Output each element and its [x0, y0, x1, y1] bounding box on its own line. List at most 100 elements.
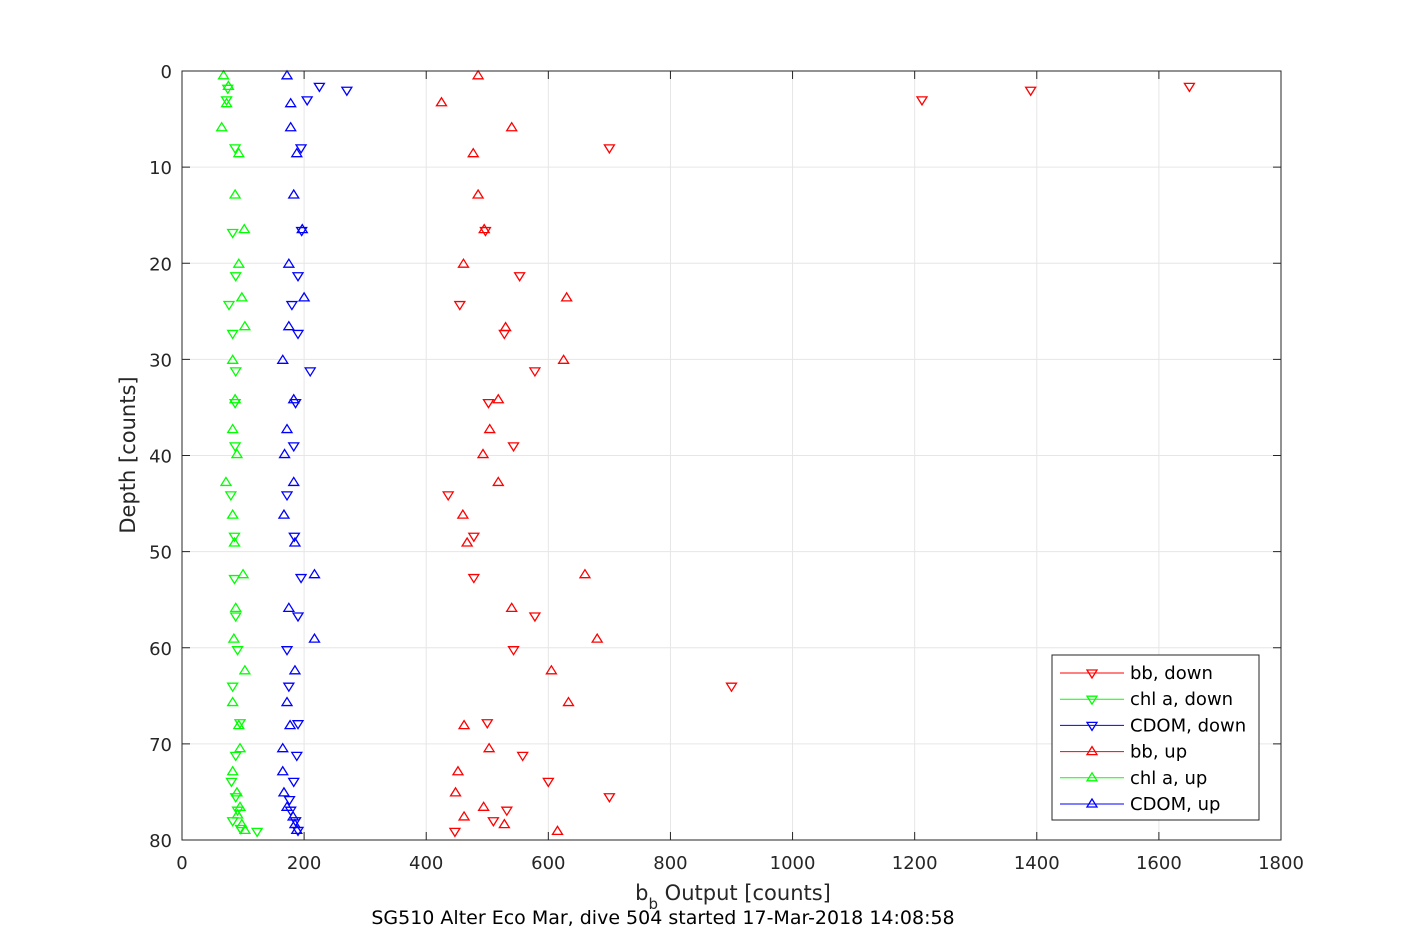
data-point: [492, 476, 505, 487]
legend-label: chl a, up: [1130, 768, 1207, 789]
data-point: [228, 398, 242, 409]
data-point: [288, 664, 302, 675]
chart-caption: SG510 Alter Eco Mar, dive 504 started 17…: [371, 907, 954, 929]
data-point: [296, 223, 309, 234]
data-point: [449, 786, 462, 797]
x-tick-label: 600: [531, 853, 565, 874]
data-point: [234, 824, 247, 835]
x-axis-label-subscript: b: [648, 895, 658, 913]
x-axis-label-main: b: [635, 881, 648, 905]
data-point: [294, 573, 308, 584]
data-point: [277, 508, 291, 519]
data-point: [482, 398, 495, 409]
data-point: [282, 257, 296, 268]
data-point: [291, 272, 305, 282]
data-point: [215, 121, 228, 132]
data-point: [238, 320, 252, 331]
x-axis-label: bb Output [counts]: [635, 881, 831, 913]
data-point: [280, 69, 294, 80]
data-point: [229, 367, 242, 378]
data-point: [287, 393, 300, 404]
data-point: [507, 646, 520, 656]
x-tick-label: 0: [176, 853, 187, 874]
data-point: [277, 786, 291, 797]
data-point: [231, 808, 244, 819]
series-bb-up: [435, 69, 604, 835]
data-point: [300, 96, 314, 107]
x-tick-label: 1200: [892, 853, 938, 874]
data-point: [229, 272, 242, 282]
data-point: [229, 793, 242, 803]
data-point: [278, 448, 291, 459]
legend-marker: [1085, 797, 1099, 808]
data-point: [283, 719, 297, 730]
data-point: [498, 818, 511, 829]
data-point: [217, 69, 230, 80]
data-point: [226, 329, 239, 340]
data-point: [229, 602, 242, 612]
data-point: [224, 491, 238, 502]
data-point: [478, 223, 491, 234]
data-point: [230, 448, 244, 459]
data-point: [226, 765, 239, 776]
data-point: [283, 795, 296, 806]
data-point: [232, 257, 245, 268]
data-point: [282, 682, 296, 693]
legend-marker: [1085, 745, 1099, 756]
data-point: [228, 442, 242, 453]
axis-ticks: 0 200 400 600 800 1000 1200 1400 1600 1800 0 10 20 30…: [149, 62, 1304, 874]
data-point: [220, 97, 233, 108]
data-point: [451, 765, 465, 776]
legend: bb, down chl a, down CDOM, down bb, up chl a…: [1051, 654, 1260, 821]
data-point: [230, 786, 244, 797]
data-point: [476, 448, 490, 459]
data-point: [232, 719, 245, 730]
legend-marker: [1085, 721, 1099, 732]
data-point: [516, 751, 529, 762]
data-point: [304, 367, 317, 378]
data-point: [231, 646, 244, 656]
data-point: [313, 82, 326, 93]
data-point: [289, 398, 302, 409]
data-point: [228, 536, 241, 547]
data-point: [238, 664, 252, 675]
legend-label: chl a, down: [1130, 689, 1233, 710]
y-tick-label: 70: [149, 735, 172, 756]
y-axis-label: Depth [counts]: [116, 376, 140, 533]
data-point: [557, 354, 570, 364]
data-point: [482, 742, 496, 753]
data-point: [487, 817, 500, 828]
y-tick-label: 50: [149, 543, 172, 564]
data-point: [284, 97, 297, 108]
data-point: [287, 188, 300, 199]
data-point: [225, 777, 238, 788]
data-point: [226, 228, 239, 239]
data-point: [280, 423, 294, 434]
data-point: [287, 476, 300, 487]
legend-box: [1051, 654, 1260, 821]
data-point: [233, 742, 247, 753]
data-point: [291, 720, 305, 730]
data-point: [226, 696, 239, 707]
legend-marker: [1085, 771, 1099, 782]
data-point: [222, 80, 235, 91]
series-bb-down: [442, 82, 1196, 838]
x-tick-label: 800: [653, 853, 687, 874]
x-tick-label: 1000: [770, 853, 816, 874]
data-point: [250, 827, 264, 838]
data-point: [467, 573, 481, 584]
data-point: [435, 96, 448, 107]
data-point: [228, 393, 242, 404]
data-point: [308, 632, 321, 643]
data-point: [226, 508, 239, 519]
x-axis-label-rest: Output [counts]: [658, 881, 831, 905]
data-point: [448, 827, 462, 838]
y-tick-label: 40: [149, 447, 172, 468]
data-point: [222, 300, 236, 311]
data-point: [483, 423, 496, 434]
data-point: [235, 291, 249, 302]
data-point: [297, 291, 311, 302]
data-point: [294, 144, 308, 155]
y-tick-label: 20: [149, 254, 172, 275]
